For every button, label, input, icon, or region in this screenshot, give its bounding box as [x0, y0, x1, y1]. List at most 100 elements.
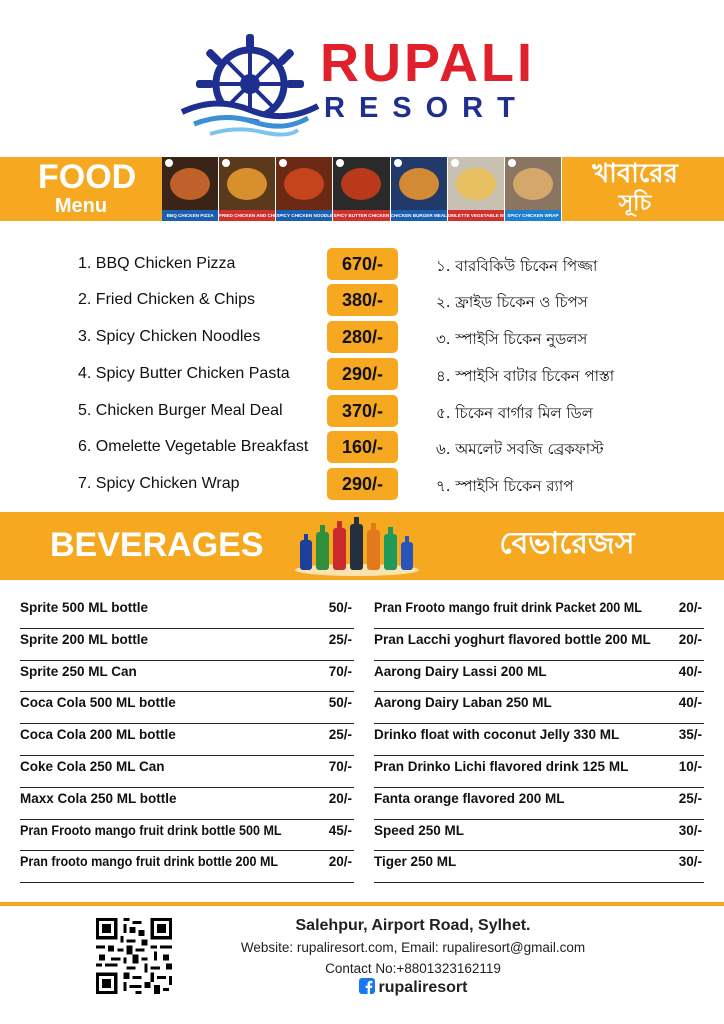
website-email[interactable]: Website: rupaliresort.com, Email: rupali…: [240, 940, 586, 955]
beverage-row: Coke Cola 250 ML Can 70/-: [20, 755, 354, 788]
beverage-price: 70/-: [328, 663, 352, 679]
beverage-price: 20/-: [678, 600, 702, 615]
food-title: FOOD: [38, 158, 137, 196]
beverage-price: 45/-: [328, 822, 352, 838]
beverage-price: 35/-: [678, 727, 702, 743]
beverage-price: 70/-: [328, 759, 352, 774]
food-item-price: 370/-: [327, 395, 398, 427]
food-item-name-bangla: ১. বারবিকিউ চিকেন পিজ্জা: [436, 257, 598, 275]
beverage-row: Maxx Cola 250 ML bottle 20/-: [20, 787, 354, 820]
food-photo-caption: BBQ CHICKEN PIZZA: [162, 210, 219, 221]
beverage-price: 25/-: [328, 727, 352, 743]
beverage-price: 10/-: [678, 759, 702, 774]
beverage-name: Pran Lacchi yoghurt flavored bottle 200 …: [374, 631, 651, 647]
beverage-name: Drinko float with coconut Jelly 330 ML: [374, 727, 620, 743]
food-menu-item: 6. Omelette Vegetable Breakfast 160/- ৬.…: [0, 431, 724, 463]
beverage-row: Aarong Dairy Laban 250 ML 40/-: [374, 691, 704, 725]
beverage-row: Coca Cola 200 ML bottle 25/-: [20, 723, 354, 756]
address: Salehpur, Airport Road, Sylhet.: [295, 917, 531, 934]
beverage-row: Fanta orange flavored 200 ML 25/-: [374, 787, 704, 820]
beverage-price: 30/-: [678, 822, 702, 838]
beverage-name: Coke Cola 250 ML Can: [20, 759, 165, 774]
beverage-price: 40/-: [678, 663, 702, 679]
contact-number[interactable]: Contact No:+8801323162119: [325, 961, 501, 976]
food-item-name: 5. Chicken Burger Meal Deal: [78, 402, 283, 419]
beverage-row: Pran Frooto mango fruit drink Packet 200…: [374, 596, 704, 629]
beverage-name: Speed 250 ML: [374, 822, 465, 838]
food-menu-item: 4. Spicy Butter Chicken Pasta 290/- ৪. স…: [0, 358, 724, 390]
ship-wheel-logo-icon: [180, 34, 320, 137]
beverage-row: Sprite 250 ML Can 70/-: [20, 660, 354, 693]
footer-divider: [0, 902, 724, 906]
beverage-row: Coca Cola 500 ML bottle 50/-: [20, 691, 354, 725]
facebook-link[interactable]: rupaliresort: [178, 978, 648, 997]
qr-code-icon[interactable]: [96, 918, 172, 994]
beverage-price: 20/-: [328, 854, 352, 870]
food-item-name-bangla: ৬. অমলেট সবজি ব্রেকফাস্ট: [436, 440, 604, 458]
food-photo-tile: SPICY BUTTER CHICKEN PASTA: [333, 157, 391, 221]
beverage-name: Sprite 500 ML bottle: [20, 600, 149, 615]
food-menu-item: 3. Spicy Chicken Noodles 280/- ৩. স্পাইস…: [0, 321, 724, 353]
beverage-row: Drinko float with coconut Jelly 330 ML 3…: [374, 723, 704, 756]
beverage-price: 25/-: [328, 631, 352, 647]
food-item-price: 280/-: [327, 321, 398, 353]
beverage-price: 25/-: [678, 790, 702, 806]
beverage-name: Aarong Dairy Laban 250 ML: [374, 695, 552, 711]
food-photo-tile: CHICKEN BURGER MEAL DEAL: [390, 157, 448, 221]
food-menu-item: 2. Fried Chicken & Chips 380/- ২. ফ্রাইড…: [0, 284, 724, 316]
food-photo-caption: OMLETTE VEGETABLE BREAKFAST: [447, 210, 504, 221]
beverage-row: Pran Lacchi yoghurt flavored bottle 200 …: [374, 628, 704, 661]
food-photo-tile: BBQ CHICKEN PIZZA: [162, 157, 220, 221]
brand-subtitle: RESORT: [324, 92, 529, 124]
beverage-price: 30/-: [678, 854, 702, 870]
food-item-name: 4. Spicy Butter Chicken Pasta: [78, 365, 290, 382]
food-menu-item: 7. Spicy Chicken Wrap 290/- ৭. স্পাইসি চ…: [0, 468, 724, 500]
facebook-handle: rupaliresort: [378, 979, 468, 996]
food-photo-tile: SPICY CHICKEN NOODLES: [276, 157, 334, 221]
food-item-name-bangla: ৩. স্পাইসি চিকেন নুডলস: [436, 330, 588, 348]
food-subtitle-bangla: সূচি: [618, 191, 652, 216]
food-item-price: 670/-: [327, 248, 398, 280]
beverage-row: Sprite 500 ML bottle 50/-: [20, 596, 354, 629]
food-subtitle: Menu: [54, 195, 108, 217]
beverages-title: BEVERAGES: [50, 526, 264, 564]
beverage-row: Sprite 200 ML bottle 25/-: [20, 628, 354, 661]
food-item-price: 160/-: [327, 431, 398, 463]
food-photo-caption: FRIED CHICKEN AND CHIPS: [219, 210, 276, 221]
beverage-row: Pran Frooto mango fruit drink bottle 500…: [20, 819, 354, 852]
food-photo-strip: BBQ CHICKEN PIZZA FRIED CHICKEN AND CHIP…: [162, 157, 562, 221]
beverage-price: 50/-: [328, 600, 352, 615]
beverage-name: Maxx Cola 250 ML bottle: [20, 790, 177, 806]
beverage-name: Tiger 250 ML: [374, 854, 457, 870]
food-photo-caption: CHICKEN BURGER MEAL DEAL: [390, 210, 447, 221]
food-item-name-bangla: ৪. স্পাইসি বাটার চিকেন পাস্তা: [436, 367, 615, 385]
food-item-price: 290/-: [327, 468, 398, 500]
brand-name: RUPALI: [320, 33, 535, 93]
food-item-price: 380/-: [327, 284, 398, 316]
food-item-name: 2. Fried Chicken & Chips: [78, 291, 255, 308]
food-menu-item: 1. BBQ Chicken Pizza 670/- ১. বারবিকিউ চ…: [0, 248, 724, 280]
beverage-name: Aarong Dairy Lassi 200 ML: [374, 663, 547, 679]
beverage-row: Speed 250 ML 30/-: [374, 819, 704, 852]
bottles-image-icon: [295, 517, 419, 576]
beverage-name: Pran Drinko Lichi flavored drink 125 ML: [374, 759, 629, 774]
facebook-icon: [358, 978, 375, 994]
food-photo-caption: SPICY BUTTER CHICKEN PASTA: [333, 210, 390, 221]
food-photo-tile: FRIED CHICKEN AND CHIPS: [219, 157, 277, 221]
food-photo-caption: SPICY CHICKEN WRAP: [504, 210, 561, 221]
food-item-price: 290/-: [327, 358, 398, 390]
beverage-name: Sprite 200 ML bottle: [20, 631, 149, 647]
beverage-name: Fanta orange flavored 200 ML: [374, 790, 565, 806]
beverage-name: Coca Cola 200 ML bottle: [20, 727, 176, 743]
food-item-name-bangla: ২. ফ্রাইড চিকেন ও চিপস: [436, 293, 588, 311]
beverage-row: Pran frooto mango fruit drink bottle 200…: [20, 850, 354, 884]
food-photo-caption: SPICY CHICKEN NOODLES: [276, 210, 333, 221]
food-item-name: 7. Spicy Chicken Wrap: [78, 475, 240, 492]
beverage-price: 20/-: [328, 790, 352, 806]
beverage-row: Tiger 250 ML 30/-: [374, 850, 704, 884]
beverage-row: Pran Drinko Lichi flavored drink 125 ML …: [374, 755, 704, 788]
food-item-name-bangla: ৭. স্পাইসি চিকেন র‍্যাপ: [436, 477, 574, 495]
beverage-row: Aarong Dairy Lassi 200 ML 40/-: [374, 660, 704, 693]
beverage-name: Sprite 250 ML Can: [20, 663, 137, 679]
food-photo-tile: OMLETTE VEGETABLE BREAKFAST: [447, 157, 505, 221]
